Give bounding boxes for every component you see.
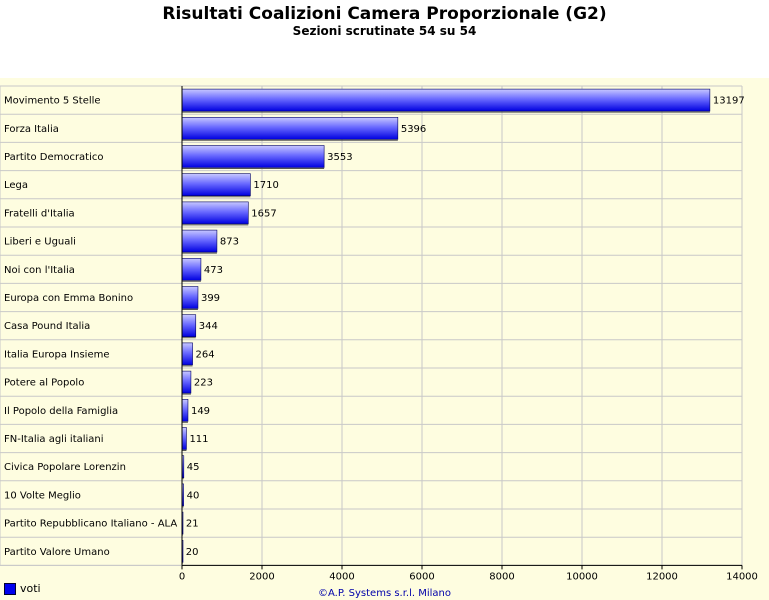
bar <box>181 286 199 309</box>
category-label: Movimento 5 Stelle <box>4 96 101 107</box>
value-label: 21 <box>186 519 199 530</box>
value-label: 13197 <box>713 96 745 107</box>
bar <box>181 342 193 366</box>
value-label: 20 <box>186 547 199 558</box>
bar <box>181 427 187 450</box>
x-tick-label: 4000 <box>329 571 354 582</box>
value-label: 45 <box>187 462 200 473</box>
chart-title: Risultati Coalizioni Camera Proporzional… <box>162 4 607 24</box>
x-tick-label: 14000 <box>726 571 758 582</box>
legend-swatch <box>4 582 16 595</box>
category-label: Potere al Popolo <box>4 378 84 389</box>
value-label: 3553 <box>327 152 352 163</box>
bar <box>181 117 399 140</box>
value-label: 399 <box>201 293 220 304</box>
bar <box>181 229 218 253</box>
category-label: Liberi e Uguali <box>4 237 76 248</box>
value-label: 1710 <box>253 180 278 191</box>
category-label: Europa con Emma Bonino <box>4 293 133 304</box>
category-label: Noi con l'Italia <box>4 265 75 276</box>
value-label: 873 <box>220 237 239 248</box>
category-label: Forza Italia <box>4 124 59 135</box>
x-tick-label: 12000 <box>646 571 678 582</box>
category-label: Civica Popolare Lorenzin <box>4 462 126 473</box>
category-label: Casa Pound Italia <box>4 321 90 332</box>
x-tick-label: 10000 <box>566 571 598 582</box>
value-label: 40 <box>187 490 200 501</box>
bar <box>181 88 711 112</box>
bar <box>181 145 325 168</box>
category-label: Partito Valore Umano <box>4 547 110 558</box>
value-label: 111 <box>189 434 208 445</box>
bar <box>181 398 189 422</box>
bar <box>181 370 192 394</box>
x-tick-label: 2000 <box>249 571 274 582</box>
bar <box>181 201 249 225</box>
bar <box>181 173 251 196</box>
category-label: Partito Repubblicano Italiano - ALA <box>4 519 177 530</box>
category-label: Il Popolo della Famiglia <box>4 406 118 417</box>
bar <box>181 257 202 281</box>
category-label: FN-Italia agli italiani <box>4 434 104 445</box>
x-tick-label: 8000 <box>489 571 514 582</box>
category-column <box>0 85 183 566</box>
category-label: Italia Europa Insieme <box>4 349 110 360</box>
category-label: Lega <box>4 180 28 191</box>
value-label: 473 <box>204 265 223 276</box>
value-label: 149 <box>191 406 210 417</box>
chart-subtitle: Sezioni scrutinate 54 su 54 <box>292 24 477 38</box>
legend-label: voti <box>20 582 41 595</box>
copyright-footer: ©A.P. Systems s.r.l. Milano <box>317 588 452 599</box>
value-label: 344 <box>199 321 218 332</box>
value-label: 5396 <box>401 124 426 135</box>
category-label: Partito Democratico <box>4 152 104 163</box>
legend: voti <box>4 582 41 595</box>
value-label: 1657 <box>251 208 276 219</box>
value-label: 264 <box>196 349 215 360</box>
x-tick-label: 6000 <box>409 571 434 582</box>
category-label: 10 Volte Meglio <box>4 490 81 501</box>
x-tick-label: 0 <box>179 571 185 582</box>
value-label: 223 <box>194 378 213 389</box>
bar <box>181 314 197 338</box>
category-label: Fratelli d'Italia <box>4 208 75 219</box>
